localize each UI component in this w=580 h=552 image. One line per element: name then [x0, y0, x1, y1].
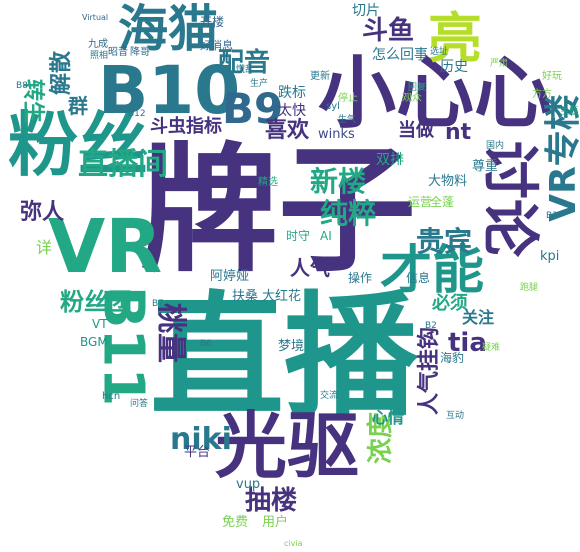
word-tia: tia	[448, 328, 487, 358]
word-zhibojian: 直播间	[78, 147, 168, 182]
word-zenmehuishi: 怎么回事	[372, 47, 428, 63]
word-kaiguan: 开楼	[200, 15, 225, 29]
word-pingtai: 平台	[184, 445, 211, 460]
word-bgm: BGM	[80, 335, 108, 349]
word-tiebiao: 跌标	[278, 85, 306, 101]
word-haoxiaoxi: 好消息	[200, 39, 233, 52]
word-b6: B6	[200, 339, 212, 349]
word-b9: B9	[222, 84, 284, 133]
word-ai: AI	[320, 229, 332, 243]
word-lishi: 历史	[440, 59, 468, 75]
word-virtual: Virtual	[82, 13, 109, 22]
word-wenda: 问答	[130, 399, 149, 409]
word-shengqi: 生气	[338, 115, 357, 125]
word-quanzhong: 全蓬	[430, 195, 455, 209]
word-haimao: 海猫	[118, 0, 218, 58]
word-choulou: 抽楼	[245, 486, 298, 516]
word-ciyin: civia	[284, 539, 303, 548]
word-vup: vup	[236, 477, 261, 492]
word-zunzhong: 尊重	[472, 159, 499, 174]
word-yansu: 严肃	[490, 59, 509, 69]
word-xinlou: 新楼	[310, 165, 367, 198]
word-paizi: 牌子	[140, 130, 417, 291]
word-hao: 好玩	[542, 71, 562, 82]
word-qiepian: 切片	[352, 3, 380, 19]
word-vr: VR	[48, 204, 163, 290]
word-b8: B8	[16, 81, 28, 91]
word-taikuai: 太快	[278, 103, 306, 119]
word-b7: B7	[152, 299, 164, 309]
word-xihuan: 喜欢	[265, 118, 310, 143]
word-bixu: 必须	[432, 293, 468, 314]
word-hudong: 互动	[446, 411, 465, 421]
word-yonghu: 用户	[262, 515, 289, 530]
word-jingxuan: 精选	[258, 177, 278, 188]
word-b12: B12	[128, 109, 146, 119]
word-dahonghua: 大红花	[262, 289, 302, 304]
word-qun: 群	[68, 94, 88, 118]
word-zhibiao: 指标	[186, 116, 222, 137]
word-xuanzhi: 选址	[430, 47, 449, 57]
word-shuangpai: 双排	[376, 152, 404, 168]
word-syl: syl	[326, 101, 340, 112]
word-renqi: 人气	[290, 256, 330, 280]
word-renqiguaji: 人气挂钩	[417, 326, 443, 416]
word-zhuti: 主题	[560, 107, 579, 117]
word-yinan: 疑难	[482, 343, 501, 353]
word-xiang: 详	[36, 238, 53, 257]
word-hcn: hcn	[102, 391, 121, 402]
word-b3: B3	[546, 211, 558, 221]
word-guanggao: 观众	[402, 93, 422, 104]
word-guanzhu: 关注	[462, 308, 495, 327]
word-huanglu: 慌乱	[236, 65, 255, 75]
word-dawuliao: 大物料	[428, 174, 468, 189]
word-taoliang: 桃量	[153, 303, 188, 363]
word-caozuo: 操作	[348, 271, 373, 285]
word-jiaoliu: 交流	[320, 391, 339, 401]
word-mianfei: 免费	[222, 515, 249, 530]
word-xinqing: 心情	[372, 408, 405, 427]
word-liang: 亮	[428, 7, 482, 70]
word-ami: 阿婷娅	[210, 269, 250, 284]
word-mirenren: 弥人	[20, 200, 65, 225]
word-douyu: 斗鱼	[362, 16, 415, 46]
word-kpi: kpi	[540, 249, 560, 264]
word-b2: B2	[425, 321, 437, 331]
word-fulou: 扶桑	[232, 289, 259, 304]
word-guibin: 贵宾	[416, 225, 473, 258]
word-huida: 回复	[408, 83, 427, 93]
word-vt: VT	[92, 317, 108, 331]
word-caineng: 才能	[380, 241, 485, 301]
word-nt: nt	[445, 120, 472, 145]
word-haibao: 海豹	[440, 351, 465, 365]
word-douchong: 斗虫	[150, 116, 186, 137]
word-yunying: 运营	[408, 195, 433, 209]
word-xinxi: 信息	[406, 271, 431, 285]
word-chunzui: 纯粹	[320, 197, 377, 230]
word-gengxin: 更新	[310, 71, 330, 82]
word-peiyin: 配音	[218, 48, 271, 78]
word-guojiao: 国内	[486, 141, 505, 151]
word-niki: niki	[170, 422, 232, 457]
word-fangfang: 方方	[532, 89, 552, 100]
word-shengqu: 停止	[338, 93, 358, 104]
word-jiangguo: 降哥	[130, 47, 150, 58]
word-zhaoxiang: 照相	[90, 51, 109, 61]
word-zhaoyin: 昭音	[108, 47, 128, 58]
word-xiaoxinxin: 小心心	[318, 49, 553, 139]
word-paotui: 跑腿	[520, 283, 539, 293]
word-shishou: 时守	[286, 229, 311, 243]
word-shengchan: 生产	[250, 79, 269, 89]
word-dangzuo: 当做	[398, 120, 434, 141]
word-guangqu: 光驱	[215, 404, 360, 488]
word-zhibo: 直播	[150, 279, 419, 435]
word-jiesan: 解散	[49, 50, 75, 96]
word-b10: B10	[98, 52, 241, 129]
word-winks: winks	[318, 127, 355, 142]
word-fensituan: 粉丝团	[60, 288, 132, 316]
word-jiuyuan: 九成	[88, 39, 108, 50]
word-mengjing: 梦境	[278, 339, 305, 354]
word-fensi: 粉丝	[8, 104, 148, 186]
